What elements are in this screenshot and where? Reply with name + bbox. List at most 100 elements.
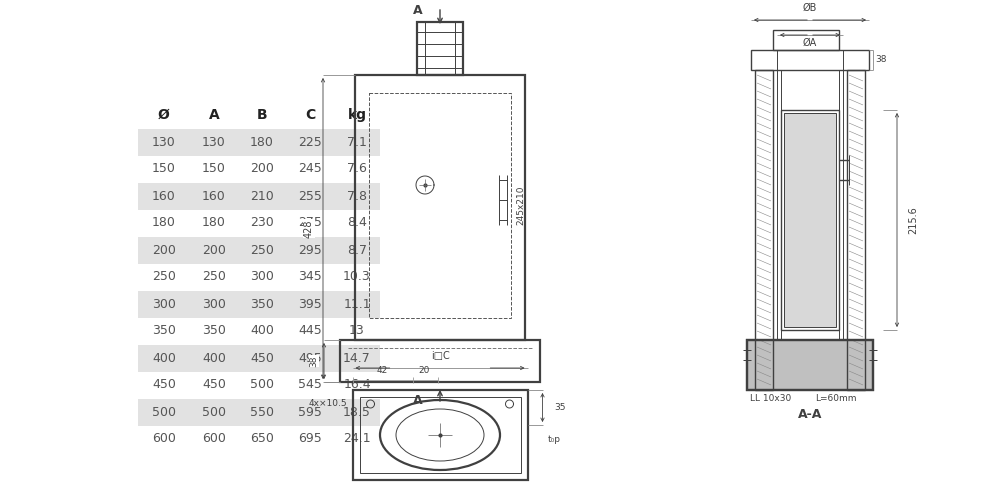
Bar [747, 340, 873, 390]
Text: 295: 295 [298, 244, 322, 256]
Text: kg: kg [348, 108, 366, 122]
Text: 38: 38 [310, 355, 318, 367]
Text: 695: 695 [298, 432, 322, 446]
Text: 130: 130 [202, 136, 226, 148]
Text: 300: 300 [152, 298, 176, 310]
Text: 428: 428 [304, 219, 314, 238]
Text: 245: 245 [298, 162, 322, 175]
Text: C: C [305, 108, 315, 122]
Bar [777, 70, 781, 340]
Text: 8.4: 8.4 [347, 216, 367, 230]
Text: 18.5: 18.5 [343, 406, 371, 418]
Text: 225: 225 [298, 136, 322, 148]
Text: 250: 250 [152, 270, 176, 283]
Text: t₀p: t₀p [548, 436, 560, 444]
Text: 395: 395 [298, 298, 322, 310]
Text: 495: 495 [298, 352, 322, 364]
Text: 400: 400 [202, 352, 226, 364]
Text: i□C: i□C [431, 351, 449, 361]
Text: B: B [257, 108, 267, 122]
Bar [340, 340, 540, 382]
Text: 7.1: 7.1 [347, 136, 367, 148]
Text: 400: 400 [250, 324, 274, 338]
Bar [138, 344, 380, 372]
Bar [847, 70, 865, 390]
Text: 16.4: 16.4 [343, 378, 371, 392]
Text: 200: 200 [250, 162, 274, 175]
Bar [417, 22, 463, 75]
Text: 350: 350 [152, 324, 176, 338]
Text: 7.6: 7.6 [347, 162, 367, 175]
Text: A: A [413, 4, 423, 16]
Bar [755, 70, 773, 390]
Text: 350: 350 [202, 324, 226, 338]
Text: Ø: Ø [158, 108, 170, 122]
Text: 180: 180 [202, 216, 226, 230]
Text: A: A [209, 108, 219, 122]
Text: ØA: ØA [803, 38, 817, 48]
Text: 450: 450 [202, 378, 226, 392]
Text: 545: 545 [298, 378, 322, 392]
Text: 350: 350 [250, 298, 274, 310]
Text: 180: 180 [152, 216, 176, 230]
Text: 300: 300 [202, 298, 226, 310]
Text: 160: 160 [202, 190, 226, 202]
Text: 150: 150 [202, 162, 226, 175]
Text: 14.7: 14.7 [343, 352, 371, 364]
Bar [839, 70, 843, 340]
Text: A: A [413, 394, 423, 407]
Bar [352, 390, 528, 480]
Text: 600: 600 [202, 432, 226, 446]
Bar [138, 398, 380, 425]
Text: ØB: ØB [803, 3, 817, 13]
Text: 345: 345 [298, 270, 322, 283]
Text: 650: 650 [250, 432, 274, 446]
Text: A-A: A-A [798, 408, 822, 421]
Bar [138, 182, 380, 210]
Bar [369, 93, 511, 318]
Text: 450: 450 [152, 378, 176, 392]
Bar [138, 236, 380, 264]
Text: L=60mm: L=60mm [815, 394, 856, 403]
Bar [781, 110, 839, 330]
Text: 13: 13 [349, 324, 365, 338]
Bar [138, 128, 380, 156]
Text: 35: 35 [554, 403, 566, 412]
Bar [773, 30, 839, 50]
Text: 20: 20 [419, 366, 430, 375]
Bar [784, 113, 836, 327]
Text: 11.1: 11.1 [343, 298, 371, 310]
Text: 7.8: 7.8 [347, 190, 367, 202]
Text: 250: 250 [250, 244, 274, 256]
Bar [747, 340, 873, 390]
Bar [355, 75, 525, 340]
Text: 255: 255 [298, 190, 322, 202]
Text: 595: 595 [298, 406, 322, 418]
Text: 215.6: 215.6 [908, 206, 918, 234]
Text: 150: 150 [152, 162, 176, 175]
Text: 200: 200 [202, 244, 226, 256]
Text: 450: 450 [250, 352, 274, 364]
Text: 10.3: 10.3 [343, 270, 371, 283]
Bar [784, 113, 836, 327]
Text: 230: 230 [250, 216, 274, 230]
Text: 200: 200 [152, 244, 176, 256]
Text: 38: 38 [875, 56, 887, 64]
Text: 250: 250 [202, 270, 226, 283]
Text: 160: 160 [152, 190, 176, 202]
Text: 550: 550 [250, 406, 274, 418]
Text: 130: 130 [152, 136, 176, 148]
Text: 600: 600 [152, 432, 176, 446]
Text: 180: 180 [250, 136, 274, 148]
Text: LL 10x30: LL 10x30 [750, 394, 791, 403]
Text: 500: 500 [152, 406, 176, 418]
Text: 42: 42 [377, 366, 388, 375]
Bar [138, 290, 380, 318]
Bar [747, 340, 873, 390]
Text: 300: 300 [250, 270, 274, 283]
Text: 445: 445 [298, 324, 322, 338]
Bar [360, 397, 520, 473]
Text: 275: 275 [298, 216, 322, 230]
Text: 8.7: 8.7 [347, 244, 367, 256]
Text: 24.1: 24.1 [343, 432, 371, 446]
